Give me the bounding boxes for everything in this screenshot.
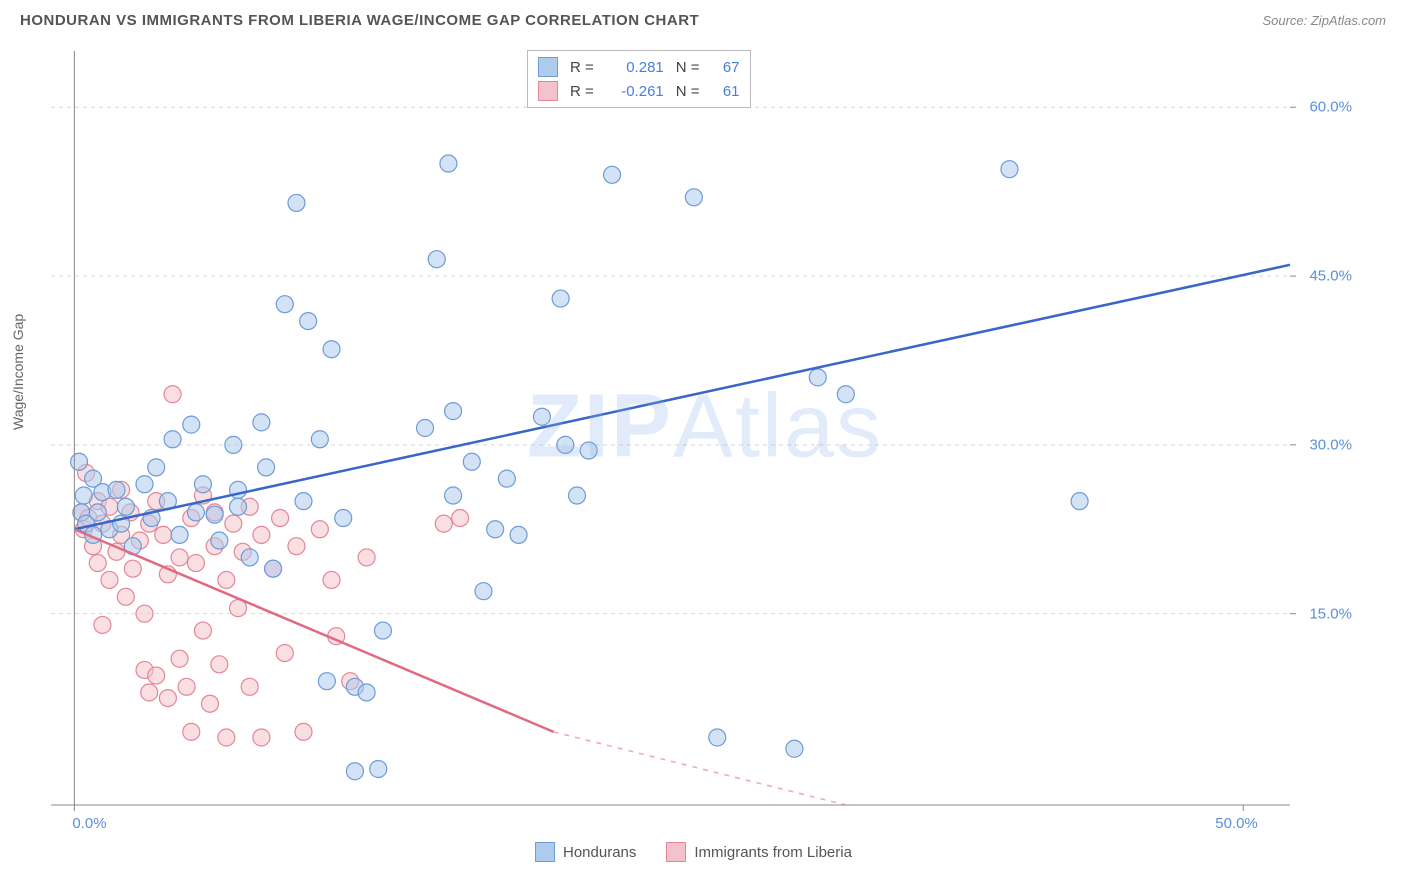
chart-source: Source: ZipAtlas.com bbox=[1262, 13, 1386, 28]
legend-item-hondurans: Hondurans bbox=[535, 842, 636, 862]
r-value-b: -0.261 bbox=[606, 83, 664, 100]
x-tick-label: 0.0% bbox=[72, 815, 106, 832]
n-value-b: 61 bbox=[712, 83, 740, 100]
y-tick-label: 60.0% bbox=[1309, 99, 1352, 116]
swatch-liberia bbox=[538, 81, 558, 101]
corr-row-b: R = -0.261 N = 61 bbox=[538, 79, 740, 103]
series-legend: Hondurans Immigrants from Liberia bbox=[535, 842, 852, 862]
correlation-legend: R = 0.281 N = 67 R = -0.261 N = 61 bbox=[527, 50, 751, 108]
chart-header: HONDURAN VS IMMIGRANTS FROM LIBERIA WAGE… bbox=[0, 0, 1406, 40]
legend-item-liberia: Immigrants from Liberia bbox=[666, 842, 852, 862]
y-tick-label: 45.0% bbox=[1309, 268, 1352, 285]
chart-plot: ZIPAtlas 15.0% 30.0% 45.0% 60.0% 0.0% 50… bbox=[50, 50, 1360, 835]
swatch-hondurans-icon bbox=[535, 842, 555, 862]
x-tick-label: 50.0% bbox=[1215, 815, 1258, 832]
chart-svg bbox=[50, 50, 1360, 835]
n-value-a: 67 bbox=[712, 59, 740, 76]
swatch-liberia-icon bbox=[666, 842, 686, 862]
r-value-a: 0.281 bbox=[606, 59, 664, 76]
legend-label: Immigrants from Liberia bbox=[694, 844, 852, 861]
y-tick-label: 15.0% bbox=[1309, 605, 1352, 622]
y-axis-label: Wage/Income Gap bbox=[10, 314, 26, 430]
y-tick-label: 30.0% bbox=[1309, 436, 1352, 453]
corr-row-a: R = 0.281 N = 67 bbox=[538, 55, 740, 79]
chart-title: HONDURAN VS IMMIGRANTS FROM LIBERIA WAGE… bbox=[20, 12, 699, 29]
swatch-hondurans bbox=[538, 57, 558, 77]
legend-label: Hondurans bbox=[563, 844, 636, 861]
